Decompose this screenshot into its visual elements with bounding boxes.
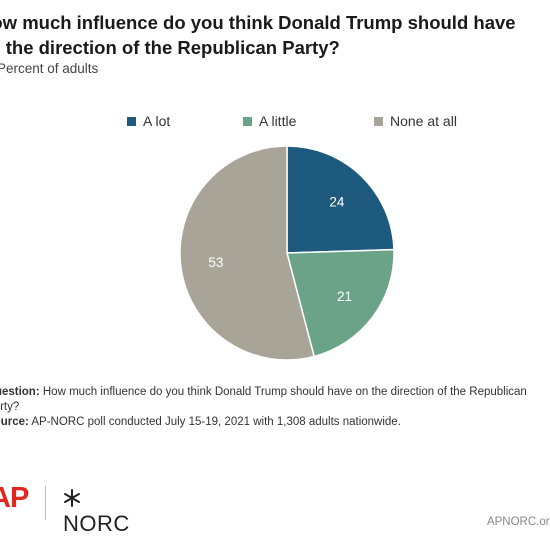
question-text: How much influence do you think Donald T… (0, 386, 527, 413)
data-label-a-little: 21 (337, 289, 352, 304)
norc-logo-text: NORC (63, 511, 130, 536)
chart-title-line-2: on the direction of the Republican Party… (0, 37, 340, 58)
legend-label-a-lot: A lot (143, 113, 171, 129)
legend: A lot A little None at all (0, 113, 550, 135)
pie-slice-a-lot (286, 145, 395, 254)
legend-swatch-a-lot (127, 116, 136, 126)
legend-label-a-little: A little (259, 113, 297, 129)
data-label-a-lot: 24 (329, 195, 345, 210)
legend-swatch-none-at-all (374, 116, 383, 126)
data-label-none-at-all: 53 (208, 255, 223, 270)
chart-title-line-1: How much influence do you think Donald T… (0, 12, 516, 33)
footnote: Question: How much influence do you thin… (0, 385, 546, 430)
source-text: AP-NORC poll conducted July 15-19, 2021 … (31, 416, 401, 428)
pie-slice-none-at-all (179, 145, 316, 361)
norc-logo: NORC (63, 485, 130, 537)
website-link[interactable]: APNORC.org (486, 516, 550, 528)
chart-title: How much influence do you think Donald T… (0, 10, 550, 60)
legend-item-a-little: A little (243, 113, 296, 129)
legend-item-a-lot: A lot (127, 113, 170, 129)
legend-swatch-a-little (243, 116, 252, 126)
chart-subtitle: Percent of adults (0, 61, 99, 76)
question-label: Question: (0, 386, 40, 398)
question-note: Question: How much influence do you thin… (0, 385, 546, 415)
source-note: Source: AP-NORC poll conducted July 15-1… (0, 415, 546, 430)
pie-slice-a-little (286, 248, 395, 358)
legend-item-none-at-all: None at all (374, 113, 457, 129)
ap-logo: AP (0, 482, 29, 514)
logo-divider (45, 486, 46, 520)
legend-label-none-at-all: None at all (390, 113, 457, 129)
norc-star-icon (64, 489, 80, 507)
source-label: Source: (0, 416, 29, 428)
